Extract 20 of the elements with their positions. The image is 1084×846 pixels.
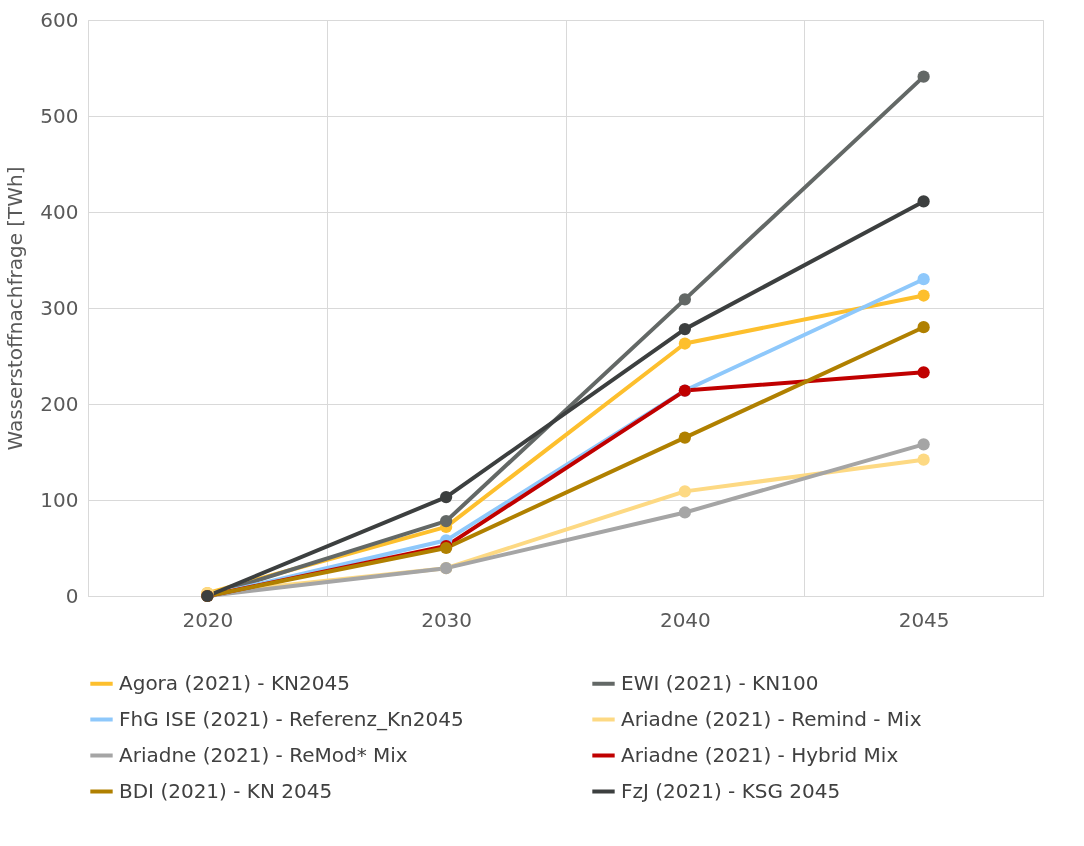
- legend-label: Ariadne (2021) - Hybrid Mix: [621, 742, 899, 767]
- y-tick-label: 200: [40, 391, 79, 416]
- legend-label: FzJ (2021) - KSG 2045: [621, 778, 841, 803]
- y-tick-label: 500: [40, 103, 79, 128]
- x-tick-label: 2040: [659, 607, 711, 632]
- y-tick-label: 600: [40, 7, 79, 32]
- legend-label: Ariadne (2021) - ReMod* Mix: [119, 742, 408, 767]
- y-tick-label: 100: [40, 487, 79, 512]
- y-tick-label: 0: [65, 583, 79, 608]
- legend-label: FhG ISE (2021) - Referenz_Kn2045: [119, 706, 464, 731]
- x-tick-label: 2020: [182, 607, 234, 632]
- legend-label: EWI (2021) - KN100: [621, 670, 819, 695]
- x-tick-label: 2045: [898, 607, 950, 632]
- y-axis-title: Wasserstoffnachfrage [TWh]: [3, 166, 28, 451]
- x-tick-label: 2030: [421, 607, 473, 632]
- y-tick-label: 300: [40, 295, 79, 320]
- legend-label: Ariadne (2021) - Remind - Mix: [621, 706, 922, 731]
- legend-label: Agora (2021) - KN2045: [119, 670, 350, 695]
- legend-label: BDI (2021) - KN 2045: [119, 778, 333, 803]
- y-tick-label: 400: [40, 199, 79, 224]
